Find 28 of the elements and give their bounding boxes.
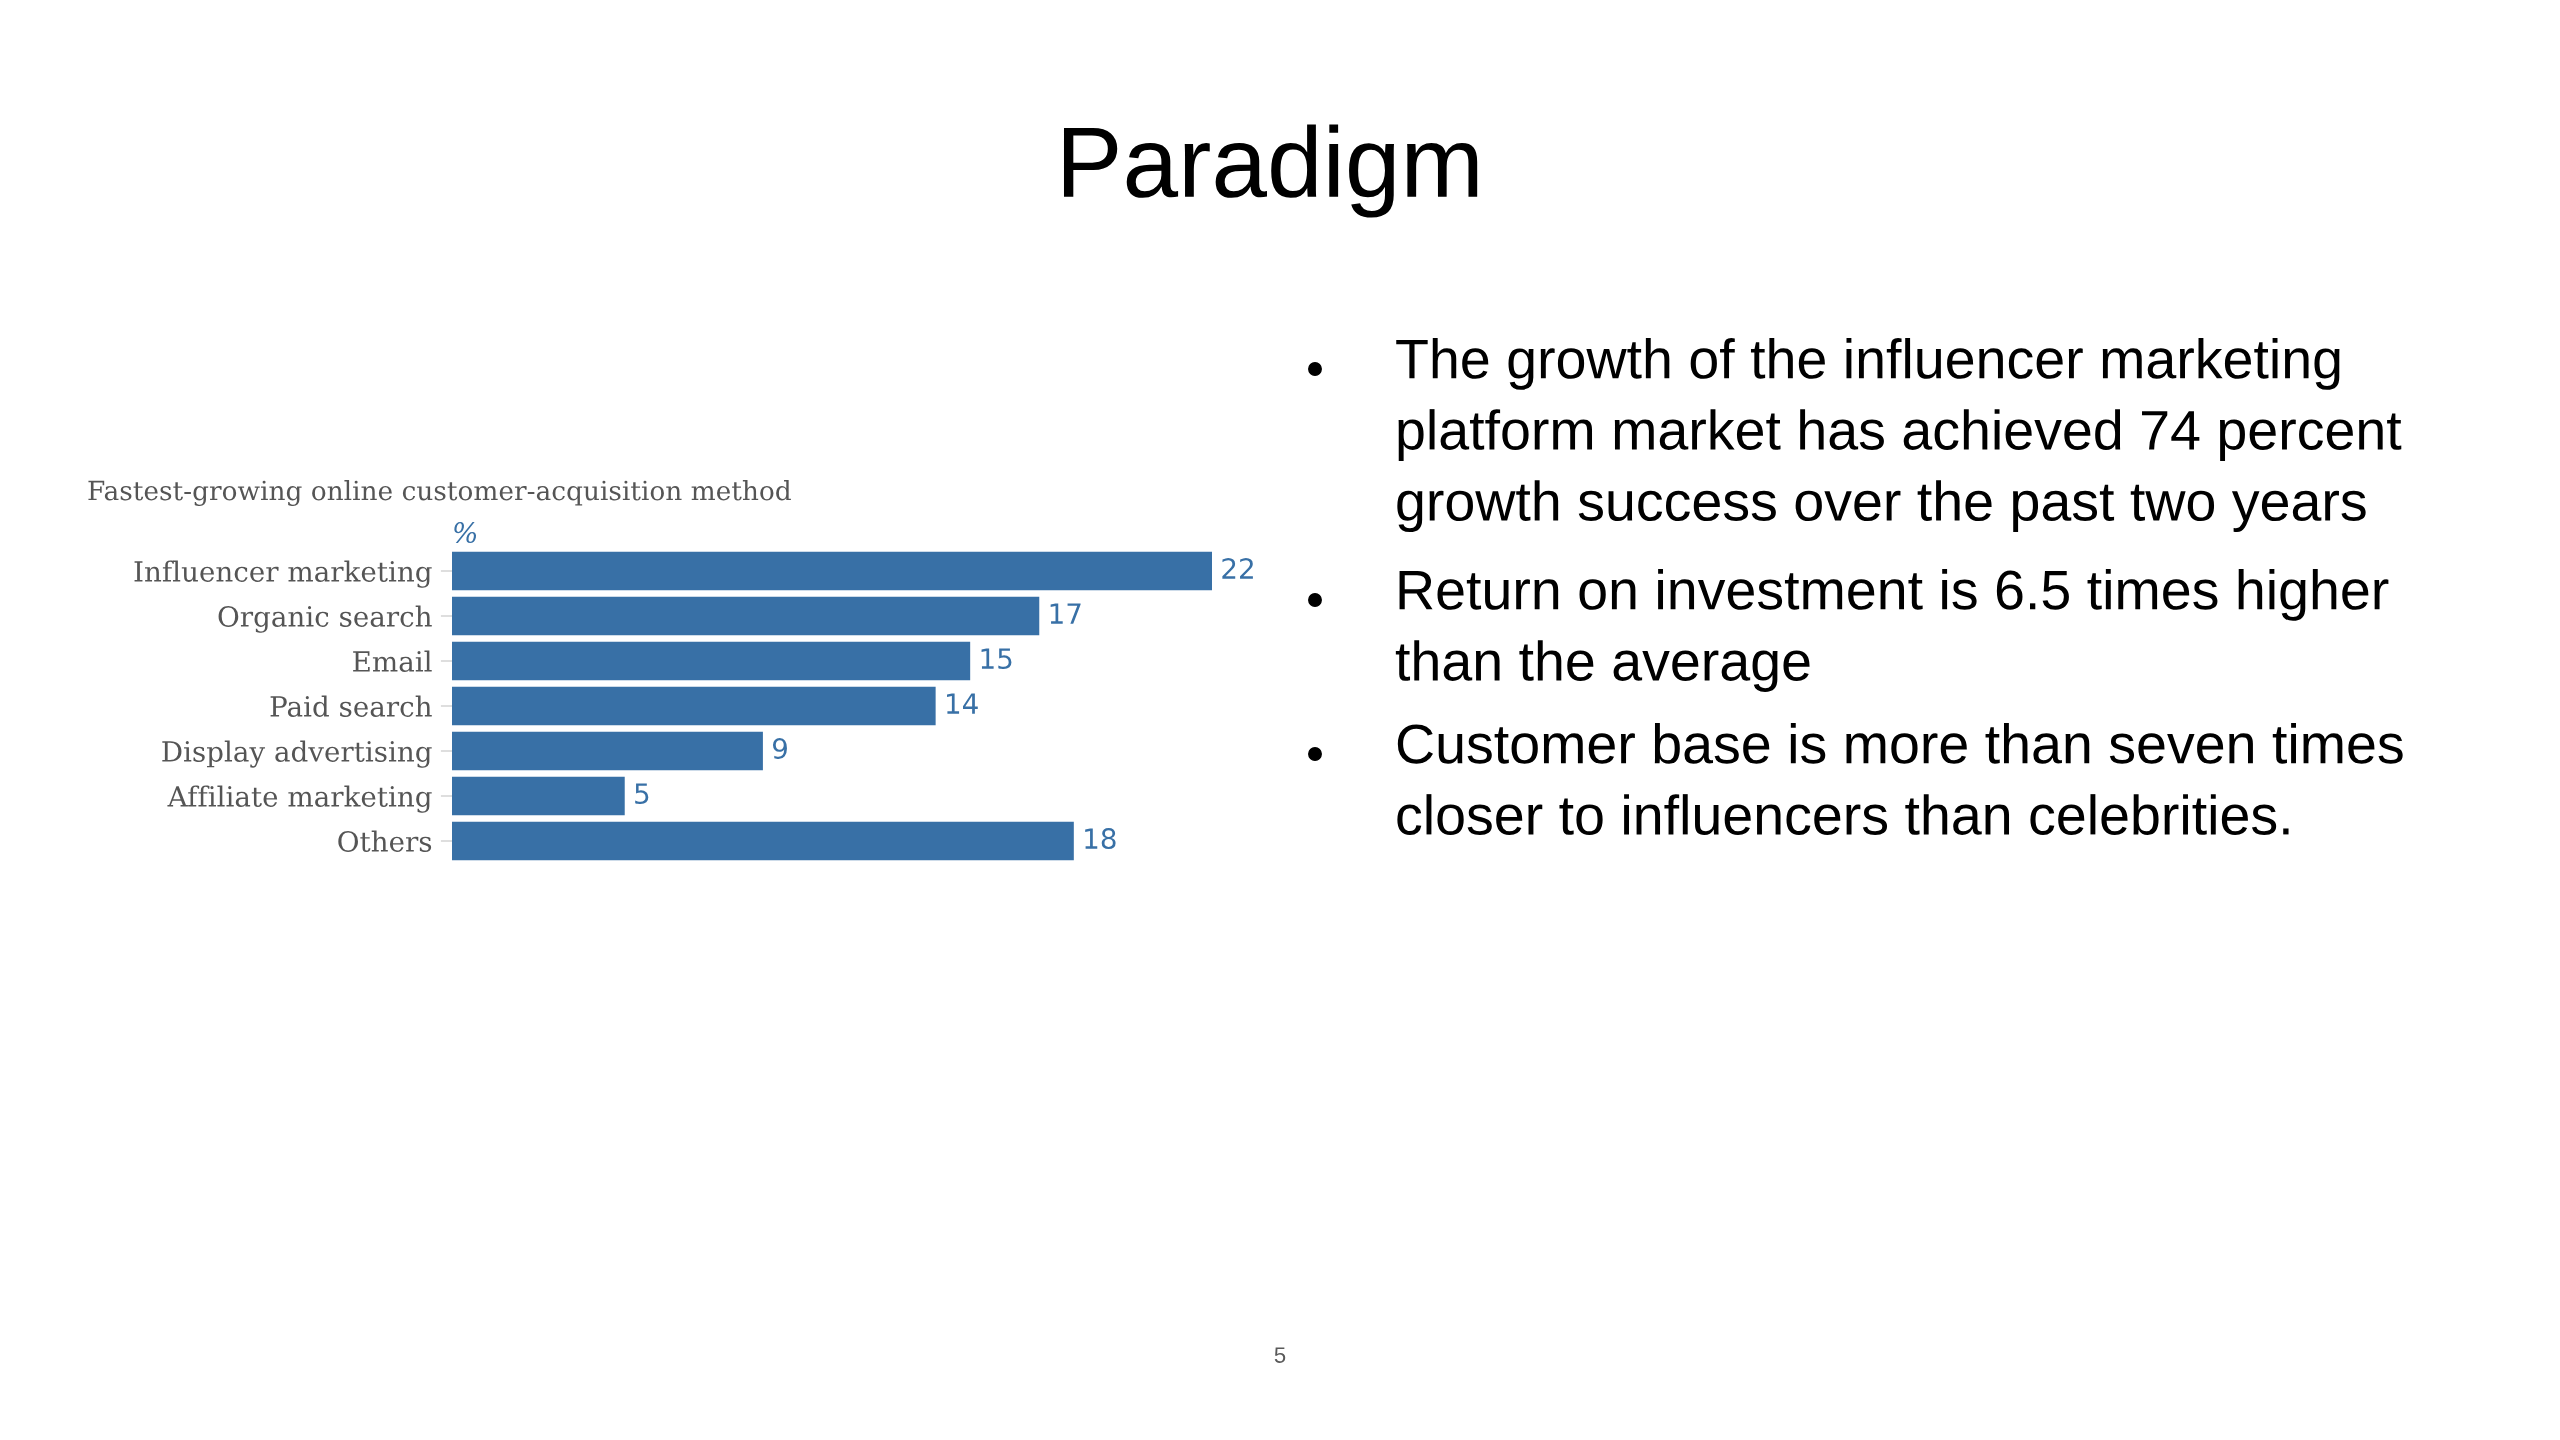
data-label: 17 — [1050, 603, 1081, 624]
y-tick-label: Paid search — [270, 695, 432, 717]
y-tick-label: Organic search — [218, 605, 432, 633]
data-label: 15 — [981, 648, 1012, 670]
data-label: 18 — [1085, 828, 1116, 850]
text: 5 — [1274, 1347, 1286, 1363]
text: Customer base is more than seven times closer to influencers than celebrities. — [1397, 723, 2403, 835]
y-tick-label: Others — [338, 830, 432, 852]
y-tick-label: Email — [353, 650, 432, 672]
bar — [452, 821, 1074, 861]
text: Return on investment is 6.5 times higher than the average — [1395, 569, 2389, 692]
bar — [452, 686, 936, 726]
bar — [452, 551, 1212, 591]
chart-subtitle: Fastest-growing online customer-acquisition method — [88, 480, 791, 506]
text: The growth of the influencer marketing platform market has achieved 74 percent growth success over the past two years — [1396, 338, 2402, 533]
bar — [452, 731, 763, 771]
x-axis-title: % — [454, 522, 477, 544]
y-tick-label: Display advertising — [162, 740, 432, 768]
data-label: 9 — [772, 738, 787, 760]
y-tick-label: Influencer marketing — [134, 560, 432, 588]
bar — [452, 641, 971, 681]
data-label: 14 — [947, 693, 978, 714]
chart-title: Paradigm — [1063, 124, 1478, 218]
data-label: 22 — [1222, 558, 1253, 579]
bar — [452, 596, 1040, 636]
y-tick-label: Affiliate marketing — [167, 785, 432, 813]
bar — [452, 776, 625, 816]
data-label: 5 — [635, 783, 649, 805]
